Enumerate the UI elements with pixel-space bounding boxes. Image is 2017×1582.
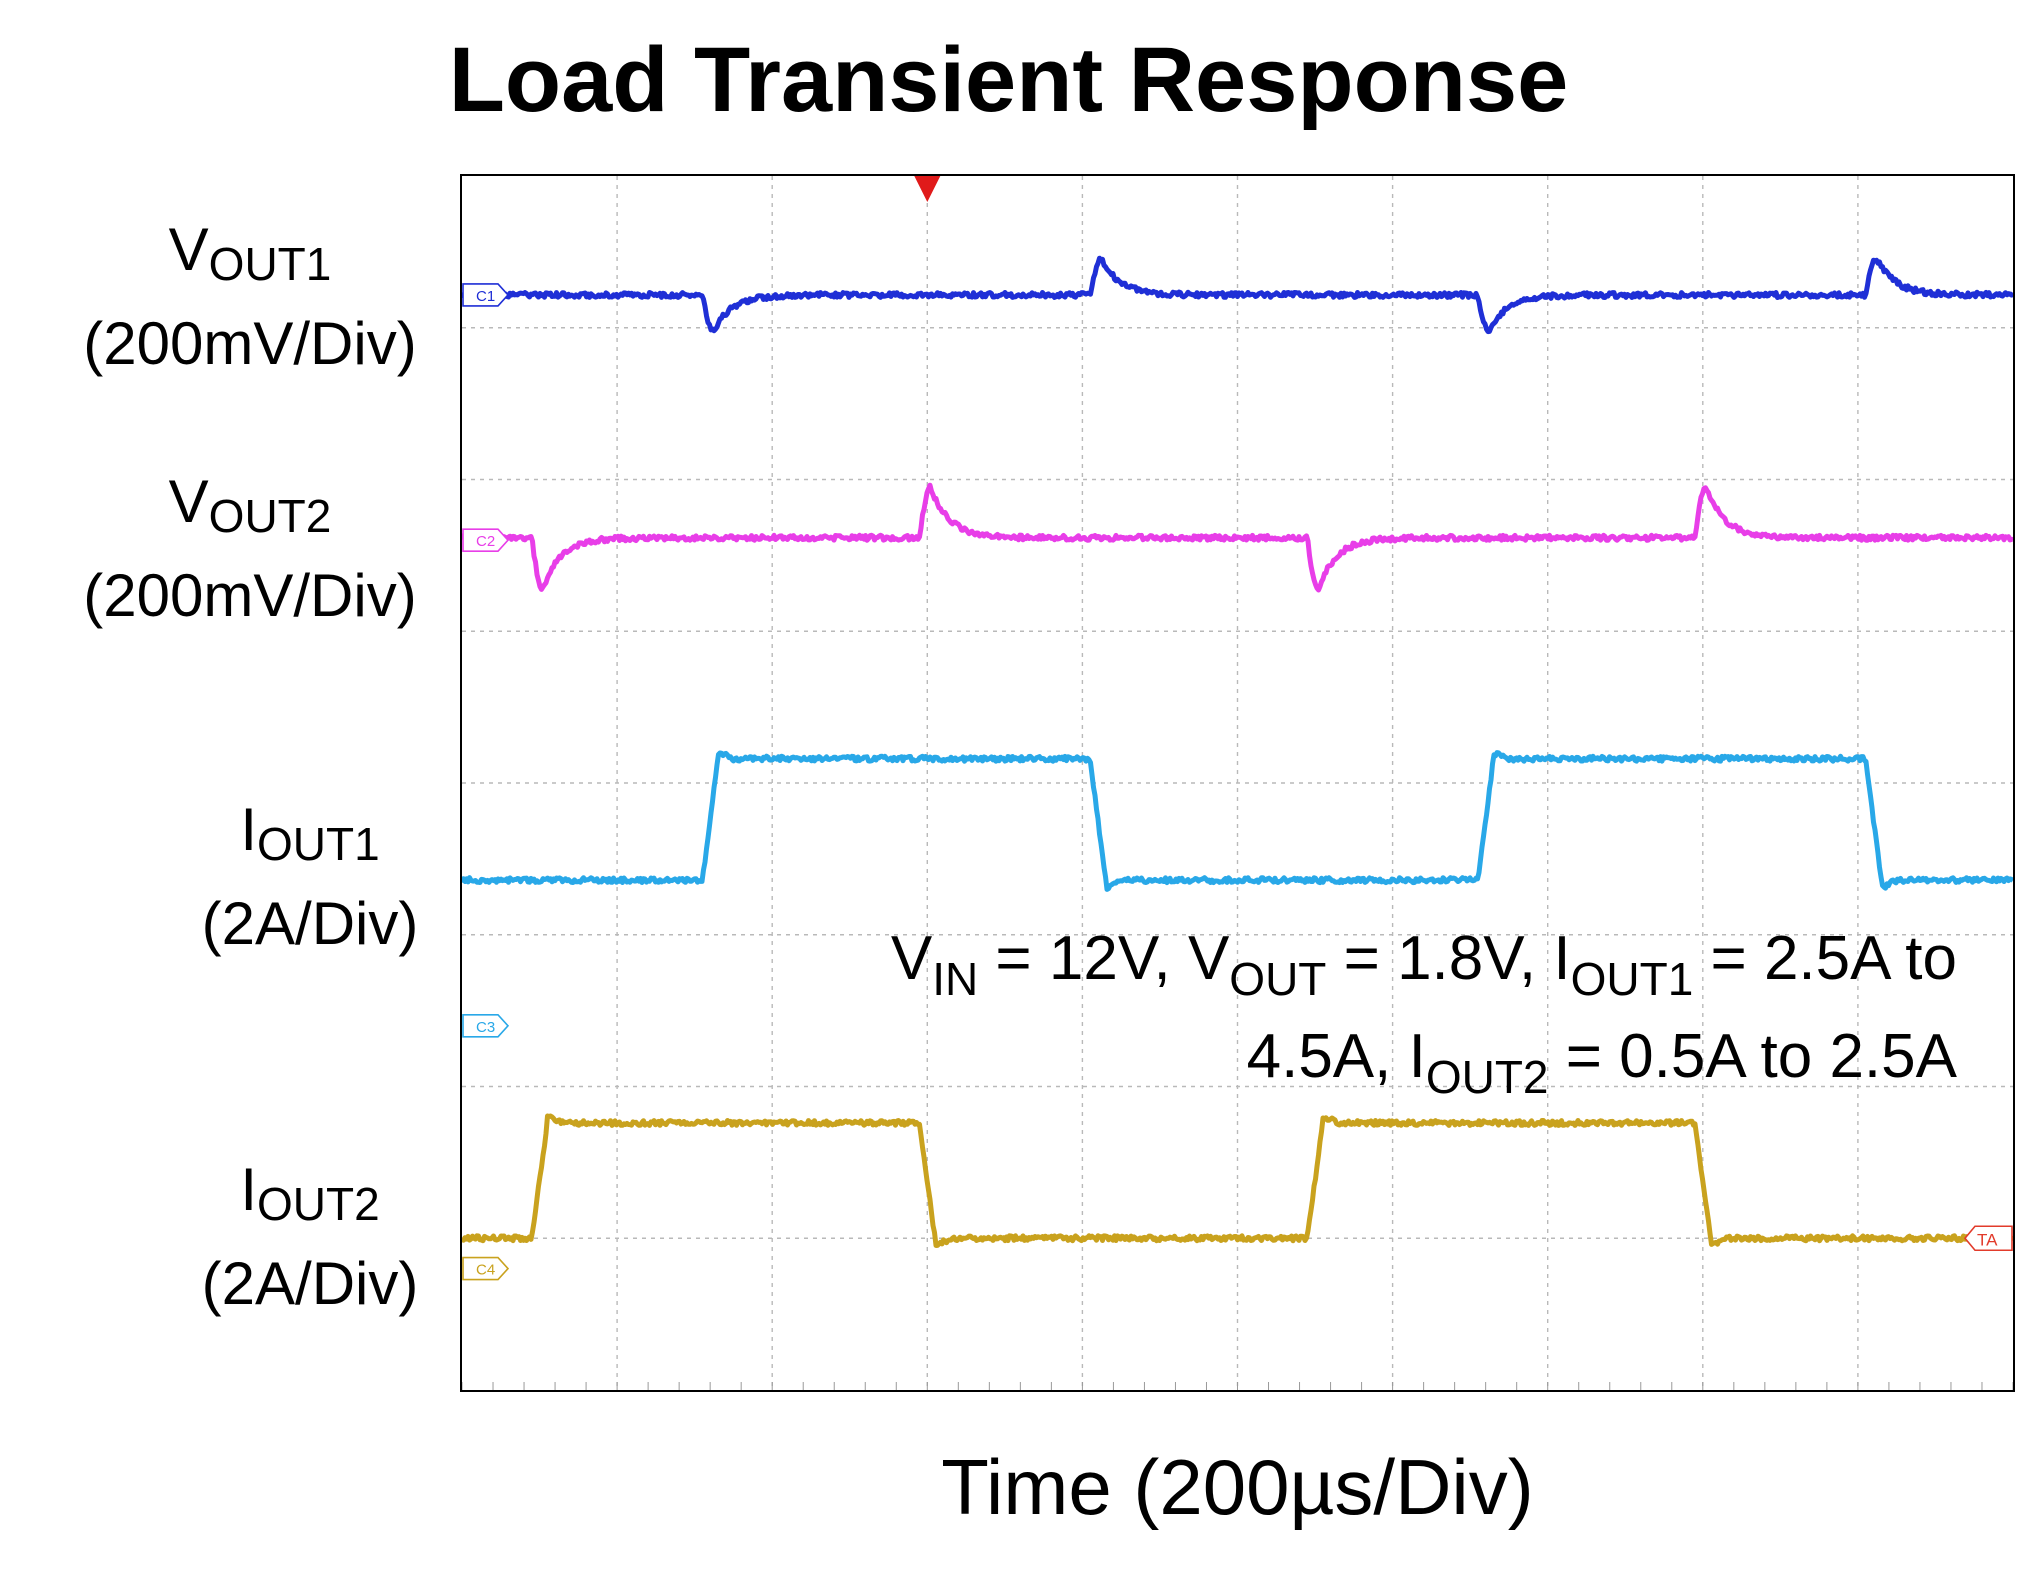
line2-part: = 0.5A to 2.5A [1548,1022,1957,1091]
line2-part: OUT2 [1425,1051,1549,1103]
channel-label-scale: (2A/Div) [201,1250,419,1317]
channel-label-sub: OUT1 [256,818,380,870]
channel-marker-c2 [462,528,510,552]
channel-label-main: I [240,1156,257,1223]
trigger-level-marker-text: TA [1977,1230,1998,1249]
channel-label-main: I [240,796,257,863]
channel-marker-c1 [462,283,510,307]
scope-plot-svg: C1 C2 C3 C4 TA [462,176,2013,1390]
channel-marker-text: C3 [476,1019,495,1036]
trigger-marker [914,176,941,202]
trace-c4 [462,1113,2013,1248]
channel-marker-text: C2 [476,533,495,550]
line1-part: OUT1 [1570,953,1694,1005]
channel-marker-text: C1 [476,288,495,305]
line1-part: = 12V, V [978,924,1230,993]
channel-label-scale: (200mV/Div) [83,310,417,377]
channel-label-vout1: VOUT1 (200mV/Div) [20,210,480,384]
test-conditions-annotation: VIN = 12V, VOUT = 1.8V, IOUT1 = 2.5A to … [891,920,1957,1116]
channel-label-sub: OUT1 [208,238,332,290]
line1-part: = 1.8V, I [1326,924,1571,993]
channel-label-scale: (200mV/Div) [83,562,417,629]
annotation-line-1: VIN = 12V, VOUT = 1.8V, IOUT1 = 2.5A to [891,920,1957,1018]
channel-label-main: V [168,216,209,283]
line1-part: V [890,924,933,993]
channel-label-main: V [168,468,209,535]
channel-label-sub: OUT2 [208,490,332,542]
x-axis-label: Time (200µs/Div) [941,1443,1534,1531]
channel-label-scale: (2A/Div) [201,890,419,957]
annotation-line-2: 4.5A, IOUT2 = 0.5A to 2.5A [891,1018,1957,1116]
channel-marker-c3 [462,1014,510,1038]
channel-label-vout2: VOUT2 (200mV/Div) [20,462,480,636]
channel-label-iout1: IOUT1 (2A/Div) [170,790,450,964]
channel-label-sub: OUT2 [256,1178,380,1230]
line1-part: OUT [1229,953,1327,1005]
channel-label-iout2: IOUT2 (2A/Div) [170,1150,450,1324]
scope-plot-area: C1 C2 C3 C4 TA [460,174,2015,1392]
line1-part: IN [932,953,979,1005]
chart-title: Load Transient Response [448,29,1569,131]
trace-c2 [462,482,2013,593]
line1-part: = 2.5A to [1693,924,1958,993]
channel-marker-c4 [462,1256,510,1281]
channel-marker-text: C4 [476,1262,495,1279]
trigger-level-marker [1963,1225,2013,1252]
trace-c3 [462,750,2013,892]
line2-part: 4.5A, I [1246,1022,1426,1091]
trace-c1 [462,255,2013,335]
